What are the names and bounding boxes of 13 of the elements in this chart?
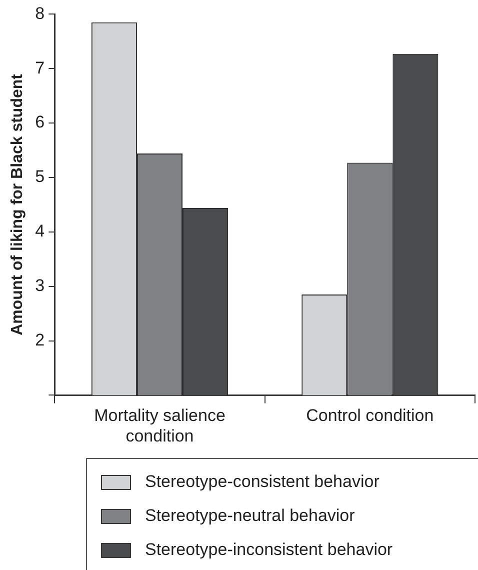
legend-label: Stereotype-inconsistent behavior <box>145 540 393 560</box>
y-tick-label: 6 <box>35 112 45 132</box>
y-tick-label: 7 <box>35 58 45 78</box>
y-tick-label: 3 <box>35 276 45 296</box>
y-tick-label: 8 <box>35 4 45 23</box>
y-tick-label: 4 <box>35 222 45 241</box>
y-tick-label: 2 <box>35 330 45 350</box>
x-tick-label: Mortality salience condition <box>94 406 226 446</box>
x-tick-label: Control condition <box>306 406 434 426</box>
y-tick-label: 5 <box>35 167 45 186</box>
legend-label: Stereotype-neutral behavior <box>145 506 355 526</box>
legend-label: Stereotype-consistent behavior <box>145 472 380 492</box>
y-axis-title: Amount of liking for Black student <box>9 73 26 336</box>
